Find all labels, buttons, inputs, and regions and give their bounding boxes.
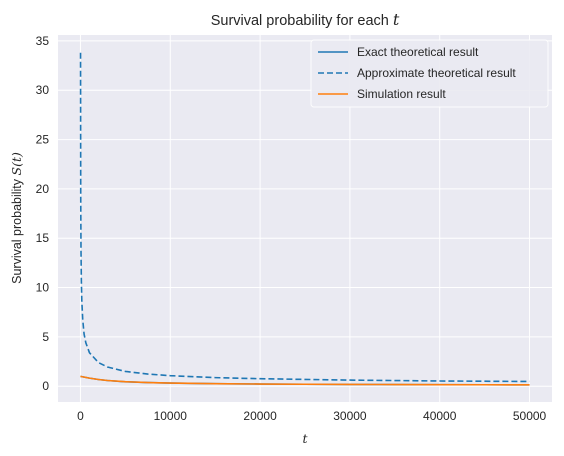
x-tick-label: 30000 <box>333 409 367 423</box>
chart-title-variable: t <box>393 10 400 29</box>
x-tick-labels: 0 10000 20000 30000 40000 50000 <box>77 409 546 423</box>
chart-title: Survival probability for each t <box>211 10 400 29</box>
y-tick-label: 0 <box>42 379 49 393</box>
y-tick-label: 20 <box>36 182 50 196</box>
y-tick-label: 10 <box>36 281 50 295</box>
y-tick-label: 5 <box>42 330 49 344</box>
x-tick-label: 20000 <box>243 409 277 423</box>
y-tick-label: 30 <box>36 83 50 97</box>
y-tick-label: 25 <box>36 133 50 147</box>
legend-label-approximate: Approximate theoretical result <box>357 66 516 80</box>
y-axis-label-variable: S(t) <box>9 152 24 175</box>
legend: Exact theoretical result Approximate the… <box>310 39 549 108</box>
legend-box <box>310 39 549 108</box>
x-tick-label: 40000 <box>423 409 457 423</box>
x-tick-label: 50000 <box>513 409 547 423</box>
y-tick-label: 15 <box>36 231 50 245</box>
legend-label-simulation: Simulation result <box>357 87 446 101</box>
y-tick-labels: 0 5 10 15 20 25 30 35 <box>36 34 50 393</box>
series-approximate-line <box>79 52 530 383</box>
y-tick-label: 35 <box>36 34 50 48</box>
x-axis-label: t <box>302 431 308 446</box>
y-axis-label: Survival probability S(t) <box>9 152 24 284</box>
x-tick-label: 10000 <box>154 409 188 423</box>
series-simulation-line <box>80 375 530 386</box>
x-tick-label: 0 <box>77 409 84 423</box>
series-layer <box>79 52 530 386</box>
grid <box>58 35 552 402</box>
legend-label-exact: Exact theoretical result <box>357 45 479 59</box>
